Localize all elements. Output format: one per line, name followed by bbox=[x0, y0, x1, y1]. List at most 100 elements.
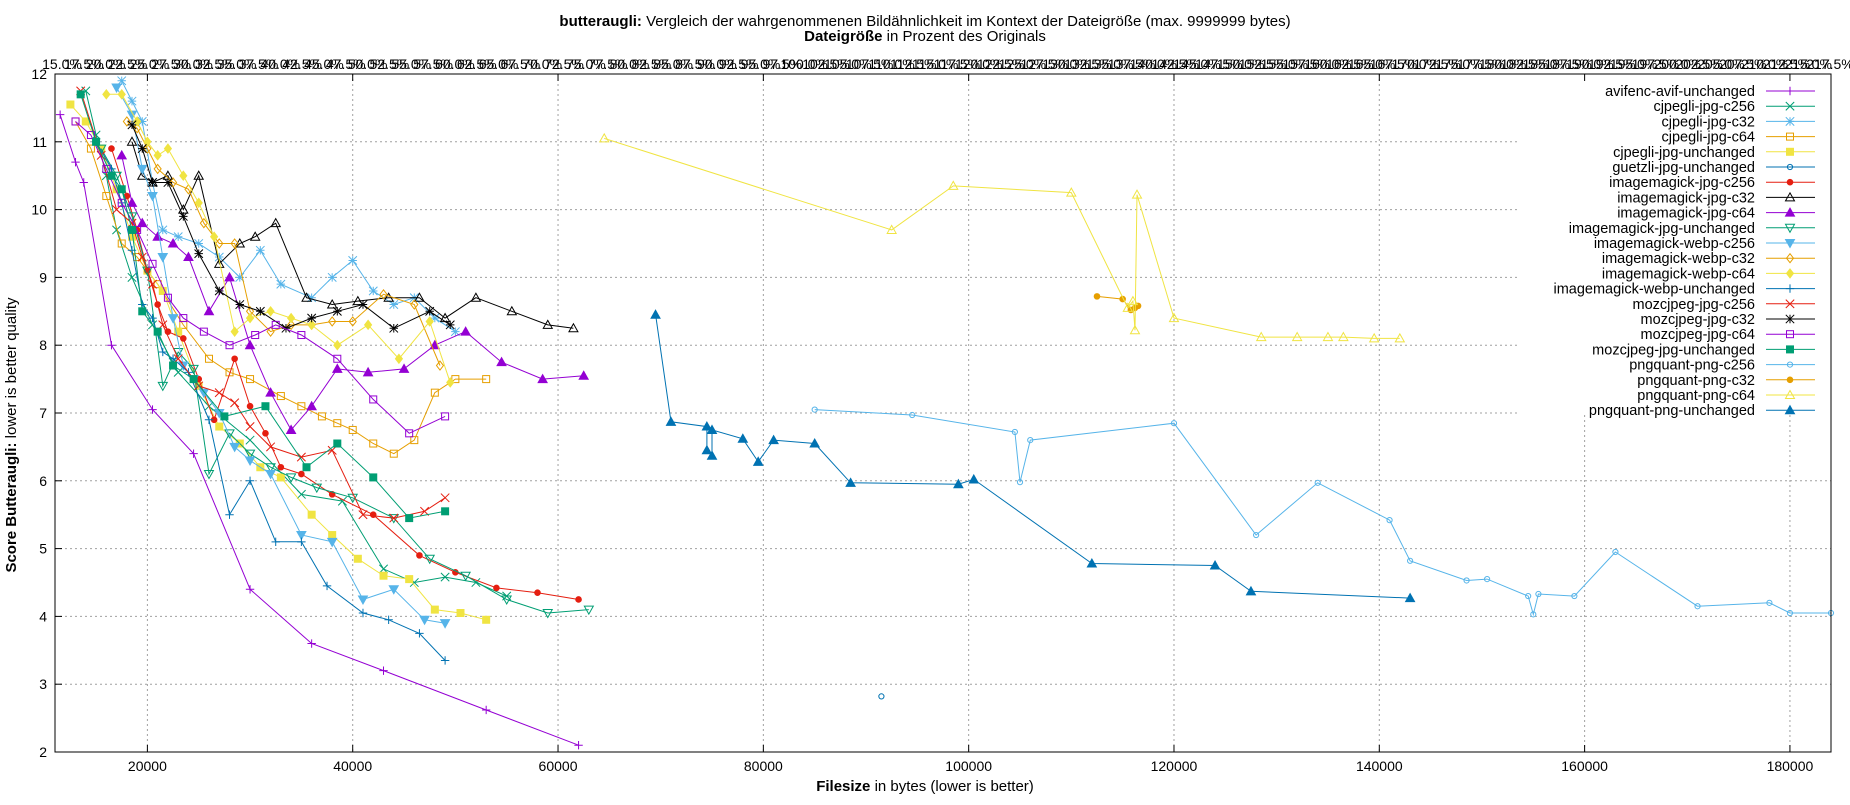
data-point bbox=[598, 132, 610, 143]
data-point bbox=[214, 388, 224, 398]
legend: avifenc-avif-unchangedcjpegli-jpg-c256cj… bbox=[1553, 84, 1815, 419]
legend-label: pngquant-png-unchanged bbox=[1589, 403, 1755, 419]
data-point bbox=[405, 429, 414, 438]
data-point bbox=[389, 513, 399, 523]
data-point bbox=[148, 313, 157, 323]
data-point bbox=[326, 537, 338, 548]
legend-item: cjpegli-jpg-unchanged bbox=[1613, 145, 1815, 161]
data-point bbox=[266, 305, 275, 317]
data-point bbox=[116, 149, 128, 160]
data-point bbox=[809, 437, 821, 448]
data-point bbox=[1404, 592, 1416, 603]
data-point bbox=[147, 279, 158, 289]
series-cjpegli-jpg-c32 bbox=[117, 76, 460, 337]
data-point bbox=[137, 252, 147, 262]
data-point bbox=[456, 609, 465, 618]
y-axis: 2 3 4 5 6 7 8 9 10 11 12 bbox=[31, 66, 62, 760]
x2-tick-label: 87.5% bbox=[675, 56, 715, 72]
series-cjpegli-jpg-c256 bbox=[81, 86, 512, 601]
data-point bbox=[1011, 428, 1018, 436]
data-point bbox=[117, 185, 126, 194]
legend-item: cjpegli-jpg-c64 bbox=[1662, 130, 1815, 146]
data-point bbox=[701, 421, 713, 431]
data-point bbox=[1245, 585, 1257, 596]
data-point bbox=[265, 463, 276, 473]
data-point bbox=[327, 272, 337, 282]
x2-tick-label: 212.5% bbox=[1763, 56, 1810, 72]
data-point bbox=[220, 412, 229, 421]
data-point bbox=[368, 286, 378, 296]
data-point bbox=[333, 354, 342, 363]
legend-item: imagemagick-jpg-c256 bbox=[1609, 175, 1815, 191]
data-point bbox=[328, 316, 337, 327]
data-point bbox=[117, 89, 126, 100]
data-point bbox=[1530, 611, 1537, 618]
data-point bbox=[153, 163, 162, 175]
data-point bbox=[1170, 420, 1178, 427]
x-tick-label: 20000 bbox=[128, 758, 167, 774]
data-point bbox=[424, 554, 436, 565]
x-tick-label: 140000 bbox=[1356, 758, 1403, 774]
series-line-imagemagick-webp-c32 bbox=[126, 121, 441, 366]
data-point bbox=[379, 289, 388, 300]
data-point bbox=[266, 326, 275, 337]
data-point bbox=[271, 320, 280, 329]
x2-tick-label: 125.0% bbox=[999, 56, 1046, 72]
x2-tick-label: 145.0% bbox=[1173, 56, 1220, 72]
data-point bbox=[215, 238, 224, 249]
legend-item: mozcjpeg-jpg-unchanged bbox=[1592, 342, 1815, 358]
data-point bbox=[204, 354, 213, 363]
data-point bbox=[1406, 557, 1414, 564]
data-point bbox=[326, 299, 338, 309]
legend-item: imagemagick-webp-c256 bbox=[1594, 236, 1815, 252]
data-point bbox=[127, 225, 136, 234]
y-tick-label: 4 bbox=[39, 608, 47, 624]
data-point bbox=[245, 435, 255, 445]
data-point bbox=[184, 183, 193, 195]
series-line-cjpegli-jpg-c256 bbox=[85, 90, 507, 597]
data-point bbox=[1168, 312, 1180, 323]
data-point bbox=[331, 363, 343, 373]
x2-tick-label: 37.5% bbox=[239, 56, 279, 72]
data-point bbox=[244, 339, 256, 350]
data-point bbox=[425, 306, 435, 316]
x2-tick-label: 45.0% bbox=[304, 56, 344, 72]
x2-tick-label: 200.0% bbox=[1653, 56, 1700, 72]
data-point bbox=[137, 116, 147, 127]
legend-item: imagemagick-jpg-unchanged bbox=[1569, 221, 1815, 237]
data-point bbox=[333, 419, 342, 428]
x2-tick-label: 105.0% bbox=[824, 56, 871, 72]
x2-tick-label: 75.0% bbox=[566, 56, 606, 72]
data-point bbox=[362, 366, 374, 377]
data-point bbox=[126, 136, 138, 146]
data-point bbox=[1322, 331, 1334, 342]
data-point bbox=[1525, 592, 1532, 600]
x2-tick-label: 35.0% bbox=[217, 56, 257, 72]
data-point bbox=[358, 608, 368, 618]
data-point bbox=[1129, 324, 1141, 335]
data-point bbox=[665, 416, 677, 426]
grid-lines bbox=[55, 74, 1831, 752]
data-point bbox=[235, 272, 245, 282]
data-point bbox=[297, 331, 306, 340]
legend-label: pngquant-png-c256 bbox=[1629, 358, 1755, 374]
x2-tick-label: 92.5% bbox=[719, 56, 759, 72]
x2-tick-label: 95.0% bbox=[741, 56, 781, 72]
x2-tick-label: 77.5% bbox=[588, 56, 628, 72]
series-cjpegli-jpg-c64 bbox=[71, 117, 491, 458]
data-point bbox=[369, 439, 378, 448]
data-point bbox=[501, 595, 513, 605]
legend-item: avifenc-avif-unchanged bbox=[1605, 84, 1815, 100]
data-point bbox=[108, 145, 115, 152]
x2-tick-label: 132.5% bbox=[1064, 56, 1111, 72]
x2-tick-label: 110.0% bbox=[868, 56, 914, 72]
x2-tick-label: 102.5% bbox=[802, 56, 849, 72]
legend-label: imagemagick-jpg-c256 bbox=[1609, 175, 1755, 191]
data-point bbox=[163, 293, 172, 302]
data-point bbox=[136, 217, 148, 228]
data-point bbox=[203, 305, 215, 316]
data-point bbox=[296, 489, 306, 499]
legend-marker bbox=[1786, 361, 1794, 368]
legend-label: cjpegli-jpg-c64 bbox=[1662, 130, 1756, 146]
